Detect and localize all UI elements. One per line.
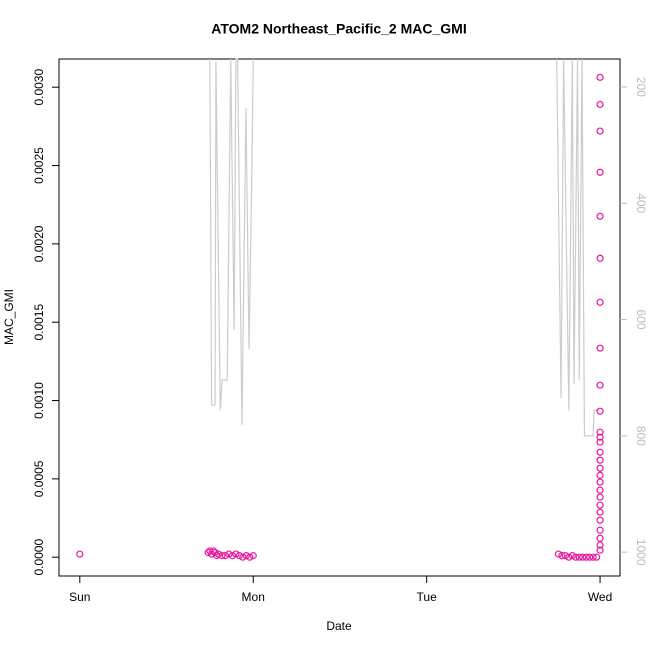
point bbox=[596, 212, 604, 220]
point bbox=[575, 553, 583, 561]
point bbox=[76, 550, 84, 558]
y-tick-label: 0.0005 bbox=[32, 460, 46, 497]
point bbox=[589, 553, 597, 561]
point bbox=[596, 127, 604, 135]
y-tick-label: 0.0030 bbox=[32, 69, 46, 106]
point bbox=[565, 553, 573, 561]
y2-tick-label: 1000 bbox=[634, 539, 648, 566]
point bbox=[596, 516, 604, 524]
y-tick-label: 0.0010 bbox=[32, 382, 46, 419]
point bbox=[596, 526, 604, 534]
x-axis-label: Date bbox=[326, 619, 352, 633]
point bbox=[596, 73, 604, 81]
point bbox=[579, 553, 587, 561]
y2-tick-label: 200 bbox=[634, 77, 648, 97]
point bbox=[596, 381, 604, 389]
point bbox=[596, 254, 604, 262]
point bbox=[596, 508, 604, 516]
point bbox=[596, 407, 604, 415]
y2-tick-label: 800 bbox=[634, 426, 648, 446]
point bbox=[596, 534, 604, 542]
point bbox=[596, 486, 604, 494]
point bbox=[209, 547, 217, 555]
point bbox=[572, 553, 580, 561]
point bbox=[586, 553, 594, 561]
point bbox=[596, 448, 604, 456]
point bbox=[596, 471, 604, 479]
point bbox=[596, 541, 604, 549]
point bbox=[582, 553, 590, 561]
point bbox=[596, 433, 604, 441]
point bbox=[218, 552, 226, 560]
x-tick-label: Tue bbox=[417, 590, 438, 604]
point bbox=[246, 553, 254, 561]
point bbox=[214, 550, 223, 558]
point bbox=[568, 552, 576, 560]
depth-line bbox=[209, 58, 254, 425]
point bbox=[596, 478, 604, 486]
point bbox=[235, 552, 243, 560]
point bbox=[596, 298, 604, 306]
y2-tick-label: 400 bbox=[634, 193, 648, 213]
plot-frame bbox=[58, 58, 621, 577]
point bbox=[228, 552, 237, 560]
depth-line bbox=[556, 58, 601, 437]
point bbox=[596, 168, 604, 176]
point bbox=[596, 493, 604, 501]
point bbox=[596, 428, 604, 436]
y-tick-label: 0.0025 bbox=[32, 147, 46, 184]
point bbox=[239, 553, 247, 561]
point bbox=[213, 552, 221, 560]
point bbox=[558, 552, 566, 560]
point bbox=[242, 552, 250, 560]
point bbox=[596, 546, 604, 554]
y-axis-label: MAC_GMI bbox=[2, 289, 16, 345]
x-tick-label: Sun bbox=[69, 590, 90, 604]
point bbox=[596, 344, 604, 352]
point bbox=[221, 552, 230, 560]
point bbox=[561, 552, 569, 560]
y-tick-label: 0.0015 bbox=[32, 304, 46, 341]
y-tick-label: 0.0000 bbox=[32, 539, 46, 576]
chart-title: ATOM2 Northeast_Pacific_2 MAC_GMI bbox=[211, 21, 466, 37]
y-tick-label: 0.0020 bbox=[32, 225, 46, 262]
point bbox=[249, 552, 257, 560]
x-tick-label: Wed bbox=[588, 590, 612, 604]
point bbox=[596, 501, 604, 509]
x-tick-label: Mon bbox=[242, 590, 265, 604]
point bbox=[596, 438, 604, 446]
point bbox=[592, 553, 601, 561]
point bbox=[554, 550, 563, 558]
point bbox=[596, 100, 604, 109]
point bbox=[596, 456, 604, 464]
point bbox=[232, 550, 240, 558]
y2-tick-label: 600 bbox=[634, 310, 648, 330]
point bbox=[225, 550, 233, 558]
point bbox=[596, 464, 604, 472]
